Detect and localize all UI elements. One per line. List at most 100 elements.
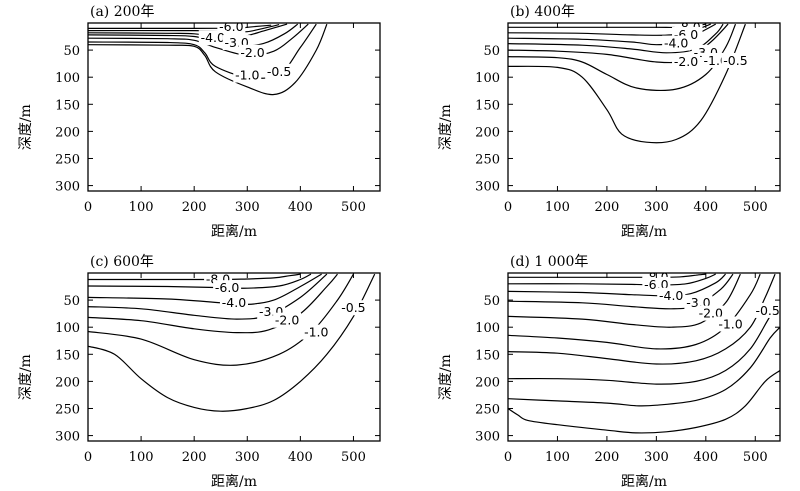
contour-label-background bbox=[213, 280, 242, 296]
x-tick-label: 0 bbox=[84, 450, 92, 465]
y-tick-label: 300 bbox=[475, 180, 500, 195]
y-tick-label: 50 bbox=[63, 294, 80, 309]
contour-line-unlabeled bbox=[508, 370, 780, 434]
plot-frame bbox=[507, 272, 781, 442]
x-tick-label: 200 bbox=[594, 200, 619, 215]
y-tick-label: 150 bbox=[55, 98, 80, 113]
y-axis-label: 深度/m bbox=[438, 104, 454, 150]
x-axis-label: 距离/m bbox=[211, 473, 257, 490]
contour-line-neg1-0 bbox=[88, 273, 355, 366]
contour-label-background bbox=[220, 294, 248, 310]
contour-label: -1.0 bbox=[235, 68, 259, 83]
panel-title: (b) 400年 bbox=[510, 4, 575, 20]
contour-label: -0.5 bbox=[267, 64, 291, 79]
contour-line-unlabeled bbox=[508, 326, 780, 407]
contour-label: -0.5 bbox=[723, 53, 747, 68]
contour-line-neg2-0 bbox=[88, 273, 338, 334]
x-tick-label: 200 bbox=[594, 450, 619, 465]
y-tick-label: 150 bbox=[475, 348, 500, 363]
contour-lines: -6.0-4.0 -3.0-2.0-1.0 -0.5 bbox=[88, 23, 328, 96]
panel-1: -6.0-4.0 -3.0-2.0-1.0 -0.50 100 200 300 400 500… bbox=[18, 4, 381, 240]
contour-label: -1.0 bbox=[718, 316, 742, 331]
y-tick-label: 50 bbox=[483, 294, 500, 309]
x-tick-label: 500 bbox=[743, 200, 768, 215]
contour-label-background bbox=[657, 287, 686, 303]
plot-frame bbox=[87, 272, 381, 442]
y-tick-label: 250 bbox=[55, 402, 80, 417]
y-tick-label: 50 bbox=[63, 44, 80, 59]
contour-line-neg3-0 bbox=[508, 23, 724, 54]
x-axis-label: 距离/m bbox=[211, 223, 257, 240]
x-tick-label: 400 bbox=[288, 450, 313, 465]
panel-title: (d) 1 000年 bbox=[510, 254, 588, 270]
contour-line-neg6-0 bbox=[508, 273, 716, 286]
y-tick-label: 200 bbox=[55, 125, 80, 140]
contour-label-background bbox=[721, 52, 750, 68]
contour-label: -0.5 bbox=[341, 300, 365, 315]
contour-line-neg1-0 bbox=[508, 273, 761, 350]
contour-line-neg3-0 bbox=[88, 273, 328, 320]
x-tick-label: 400 bbox=[693, 450, 718, 465]
contour-line-neg3-0 bbox=[508, 273, 734, 310]
panel-4: -8.0-6.0-4.0 -3.0-2.0-1.0-0.50 100 200 300 40… bbox=[438, 254, 781, 490]
contour-label: -1.0 bbox=[304, 325, 328, 340]
plot-frame bbox=[87, 22, 381, 192]
x-tick-label: 100 bbox=[129, 450, 154, 465]
y-tick-label: 250 bbox=[475, 402, 500, 417]
x-tick-label: 500 bbox=[341, 200, 366, 215]
contour-line-neg8-0 bbox=[88, 273, 301, 281]
y-tick-label: 150 bbox=[475, 98, 500, 113]
contour-label: -2.0 bbox=[240, 45, 264, 60]
x-tick-label: 100 bbox=[545, 200, 570, 215]
contour-label-background bbox=[716, 316, 745, 332]
contour-label-background bbox=[339, 300, 368, 316]
y-tick-label: 300 bbox=[55, 430, 80, 445]
panel-title: (a) 200年 bbox=[90, 4, 154, 20]
contour-label: -4.0 bbox=[222, 295, 246, 310]
y-tick-label: 250 bbox=[475, 152, 500, 167]
contour-line-neg2-0 bbox=[508, 23, 729, 64]
x-tick-label: 0 bbox=[504, 200, 512, 215]
contour-label-background bbox=[238, 44, 267, 60]
contour-label: -0.5 bbox=[755, 303, 779, 318]
x-axis-label: 距离/m bbox=[621, 473, 667, 490]
y-tick-label: 100 bbox=[55, 321, 80, 336]
y-tick-label: 100 bbox=[475, 321, 500, 336]
x-tick-label: 200 bbox=[182, 200, 207, 215]
panel-2: -8.0-6.0-4.0-3.0-2.0 -1.0-0.5 0 100 200 300 40… bbox=[438, 4, 781, 240]
contour-line-neg0-5 bbox=[88, 23, 328, 96]
x-tick-label: 400 bbox=[693, 200, 718, 215]
contour-line-neg1-0 bbox=[88, 23, 317, 79]
x-tick-label: 0 bbox=[84, 200, 92, 215]
contour-lines: -8.0-6.0-4.0-3.0-2.0-1.0-0.5 bbox=[508, 23, 750, 144]
contour-line-unlabeled bbox=[508, 305, 780, 385]
contour-label-background bbox=[672, 54, 701, 70]
panel-title: (c) 600年 bbox=[90, 254, 154, 270]
contour-label-background bbox=[753, 302, 780, 318]
plot-frame bbox=[507, 22, 781, 192]
contour-label-background bbox=[662, 35, 691, 51]
contour-label: -2.0 bbox=[275, 313, 299, 328]
x-tick-label: 300 bbox=[644, 450, 669, 465]
y-tick-label: 100 bbox=[475, 71, 500, 86]
y-tick-label: 300 bbox=[475, 430, 500, 445]
y-tick-label: 300 bbox=[55, 180, 80, 195]
contour-label-background bbox=[217, 23, 246, 34]
panel-3: -8.0-6.0-4.0-3.0-2.0-1.0-0.50 100 200 300 40… bbox=[18, 254, 381, 490]
contour-lines: -8.0-6.0-4.0-3.0-2.0-1.0-0.5 bbox=[508, 273, 780, 434]
contour-line-neg2-0 bbox=[508, 273, 741, 328]
contour-label-background bbox=[265, 63, 294, 79]
contour-label: -6.0 bbox=[215, 280, 239, 295]
contour-line-neg2-0 bbox=[88, 23, 309, 57]
x-tick-label: 500 bbox=[743, 450, 768, 465]
y-tick-label: 200 bbox=[55, 375, 80, 390]
x-axis-label: 距离/m bbox=[621, 223, 667, 240]
y-tick-label: 150 bbox=[55, 348, 80, 363]
contour-line-neg0-5 bbox=[88, 273, 376, 412]
contour-label-background bbox=[198, 30, 227, 46]
y-tick-label: 100 bbox=[55, 71, 80, 86]
contour-label: -4.0 bbox=[201, 30, 225, 45]
x-tick-label: 500 bbox=[341, 450, 366, 465]
contour-label: -4.0 bbox=[659, 288, 683, 303]
y-tick-label: 200 bbox=[475, 125, 500, 140]
